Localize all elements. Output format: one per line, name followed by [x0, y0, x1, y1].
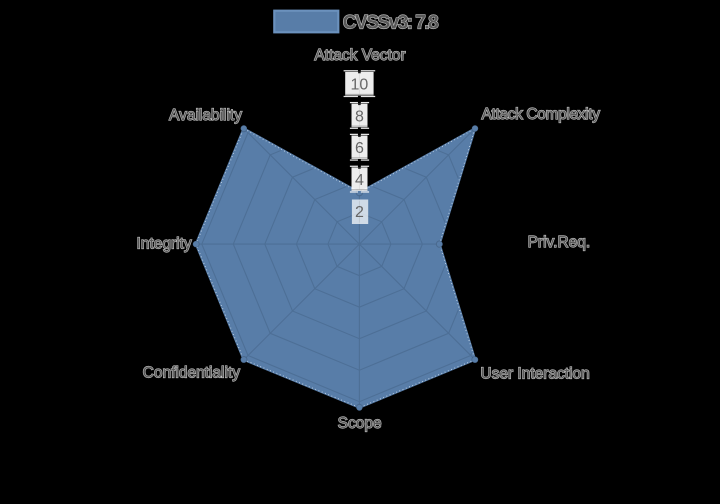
svg-text:4: 4	[355, 172, 364, 189]
svg-text:CVSSv3: 7.8: CVSSv3: 7.8	[343, 13, 438, 34]
svg-text:6: 6	[355, 140, 364, 157]
svg-text:Scope: Scope	[338, 415, 382, 432]
svg-text:8: 8	[355, 108, 364, 125]
svg-text:Attack Complexity: Attack Complexity	[482, 106, 601, 123]
svg-text:Attack Vector: Attack Vector	[314, 47, 405, 64]
svg-text:Integrity: Integrity	[137, 235, 192, 252]
svg-text:Availability: Availability	[169, 107, 242, 124]
svg-text:User Interaction: User Interaction	[480, 366, 589, 383]
svg-text:Priv.Req.: Priv.Req.	[528, 234, 591, 251]
svg-text:2: 2	[355, 204, 364, 221]
svg-text:Confidentiality: Confidentiality	[143, 365, 241, 382]
svg-text:10: 10	[351, 76, 369, 93]
